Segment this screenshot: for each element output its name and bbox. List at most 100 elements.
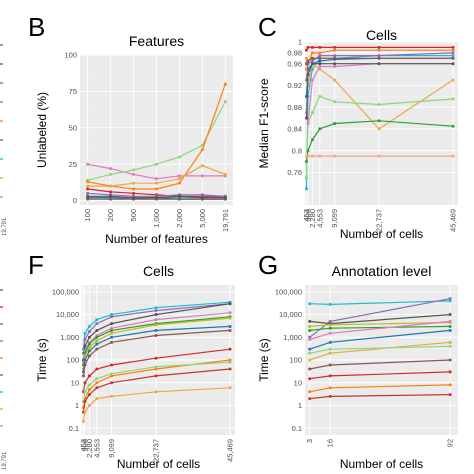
chart-title: Features [129,33,184,49]
data-point [154,306,158,310]
data-point [451,45,455,49]
data-point [154,323,158,327]
data-point [308,347,312,351]
data-point [451,56,455,60]
x-tick-label: 16 [326,439,335,447]
data-point [154,333,158,337]
data-point [154,390,158,394]
data-point [132,196,136,200]
data-point [448,340,452,344]
x-axis-title: Number of features [105,232,208,246]
x-tick-label: 500 [129,209,138,222]
data-point [200,164,204,168]
data-point [328,323,332,327]
data-point [304,62,308,66]
data-point [310,56,314,60]
x-tick-label: 22,737 [152,439,161,462]
data-point [110,340,114,344]
left-top-tick: 19,791 [2,217,8,236]
data-point [177,155,181,159]
data-point [110,315,114,319]
data-point [333,100,337,104]
data-point [306,149,310,153]
data-point [87,403,91,407]
data-point [110,322,114,326]
x-tick-label: 45,469 [226,439,235,462]
y-tick-label: 100,000 [275,287,302,296]
data-point [451,51,455,55]
x-tick-label: 4,553 [315,209,324,228]
data-point [310,138,314,142]
y-tick-label: 50 [69,123,77,132]
data-point [86,184,90,188]
data-point [110,394,114,398]
data-point [328,386,332,390]
data-point [87,388,91,392]
data-point [110,335,114,339]
data-point [110,328,114,332]
x-axis-title: Number of cells [117,457,200,471]
data-point [223,196,227,200]
data-point [328,374,332,378]
data-point [87,335,91,339]
panel-letter-b: B [28,12,45,42]
data-point [333,64,337,68]
data-point [448,344,452,348]
data-point [310,59,314,63]
x-tick-label: 19,791 [221,209,230,232]
data-point [451,97,455,101]
chart-title: Annotation level [332,263,432,279]
data-point [95,342,99,346]
data-point [377,62,381,66]
y-tick-label: 10 [294,378,302,387]
data-point [377,102,381,106]
data-point [155,196,158,200]
data-point [110,331,114,335]
data-point [83,381,87,385]
data-point [87,383,91,387]
y-tick-label: 100,000 [52,287,79,296]
data-point [110,374,114,378]
data-point [132,168,136,172]
y-axis-title: Time (s) [257,338,271,382]
data-point [377,154,381,158]
panel-letter-f: F [28,250,44,280]
data-point [328,302,332,306]
data-point [333,154,337,158]
data-point [304,187,308,191]
data-point [110,326,114,330]
data-point [308,335,312,339]
data-point [86,187,90,191]
y-tick-label: 0 [73,196,77,205]
data-point [328,394,332,398]
data-point [154,328,158,332]
data-point [318,64,322,68]
x-tick-label: 2,280 [308,209,317,228]
y-axis-title: Unlabeled (%) [35,92,49,168]
data-point [308,324,312,328]
y-tick-label: 0.1 [69,424,79,433]
data-point [304,116,308,120]
chart-title: Cells [366,27,397,43]
data-point [310,62,314,66]
data-point [448,383,452,387]
left-bottom-tick: 19,791 [2,451,8,470]
data-point [87,354,91,358]
data-point [228,386,232,390]
data-point [110,381,114,385]
x-tick-label: 453 [79,439,88,452]
data-point [448,299,452,303]
data-point [310,78,314,82]
x-tick-label: 22,737 [375,209,384,232]
data-point [451,154,455,158]
x-tick-label: 906 [303,209,312,222]
data-point [95,397,99,401]
data-point [333,54,337,58]
y-tick-label: 75 [69,87,77,96]
data-point [318,56,322,60]
y-tick-label: 10,000 [56,310,79,319]
data-point [318,51,322,55]
data-point [95,367,99,371]
y-tick-label: 10,000 [279,310,302,319]
